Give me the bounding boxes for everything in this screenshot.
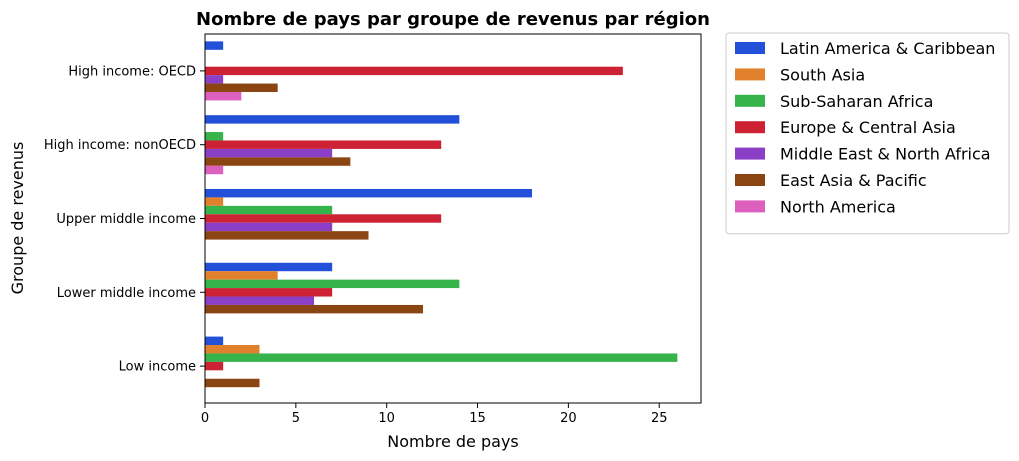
bar <box>205 288 333 297</box>
bar <box>205 115 460 124</box>
bar <box>205 140 442 149</box>
legend-label: North America <box>780 197 896 216</box>
bar <box>205 91 242 101</box>
bar <box>205 262 333 272</box>
bar <box>205 205 333 215</box>
x-tick-label: 20 <box>560 411 577 426</box>
legend-swatch <box>735 200 765 213</box>
chart-title: Nombre de pays par groupe de revenus par… <box>196 9 710 30</box>
x-tick-label: 0 <box>201 411 209 426</box>
bar <box>205 197 224 206</box>
y-tick-label: Low income <box>119 360 196 375</box>
legend-swatch <box>735 174 765 186</box>
legend-swatch <box>735 121 765 134</box>
bar <box>205 336 224 346</box>
bar <box>205 353 678 362</box>
legend-frame <box>725 32 1010 235</box>
bar <box>205 66 623 76</box>
bar <box>205 214 442 223</box>
x-axis-label: Nombre de pays <box>387 432 519 451</box>
bar <box>205 157 351 166</box>
bar <box>205 271 278 280</box>
x-tick-label: 10 <box>378 411 395 426</box>
legend-swatch <box>735 94 765 107</box>
bar <box>205 231 369 240</box>
legend-label: Sub-Saharan Africa <box>780 92 933 111</box>
y-axis-label: Groupe de revenus <box>8 142 27 295</box>
legend-swatch <box>735 68 765 81</box>
bar <box>205 148 333 158</box>
bar <box>205 279 460 289</box>
x-tick-label: 15 <box>469 411 486 426</box>
bar <box>205 304 424 314</box>
bar <box>205 188 533 198</box>
bar <box>205 222 333 232</box>
bar <box>205 345 260 354</box>
legend: Latin America & Caribbean South Asia Sub-S… <box>725 32 1010 235</box>
legend-swatch <box>735 42 765 54</box>
y-tick-label: High income: OECD <box>68 64 196 79</box>
x-tick-label: 5 <box>292 411 300 426</box>
bar <box>205 41 224 50</box>
bar <box>205 75 224 84</box>
x-tick-label: 25 <box>651 411 668 426</box>
bar <box>205 296 315 305</box>
bar <box>205 165 224 175</box>
legend-label: South Asia <box>780 65 865 84</box>
bar <box>205 378 260 388</box>
y-tick-label: High income: nonOECD <box>44 138 196 153</box>
y-tick-label: Upper middle income <box>56 212 196 227</box>
legend-swatch <box>735 147 765 160</box>
bar <box>205 132 224 141</box>
bar <box>205 83 278 92</box>
axes-group: 0 5 10 15 20 25 High income: OECD High income: … <box>44 33 702 426</box>
y-tick-label: Lower middle income <box>57 286 196 301</box>
bar <box>205 361 224 371</box>
legend-label: Middle East & North Africa <box>780 145 991 164</box>
legend-label: Europe & Central Asia <box>780 118 956 137</box>
bars-group <box>205 41 678 388</box>
legend-label: Latin America & Caribbean <box>780 39 995 58</box>
legend-label: East Asia & Pacific <box>780 171 927 190</box>
